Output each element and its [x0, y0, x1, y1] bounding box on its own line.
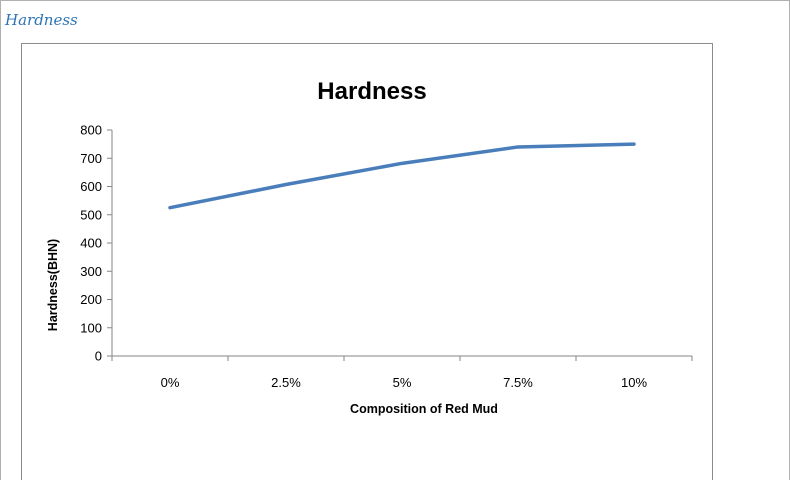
- y-axis-title: Hardness(BHN): [46, 239, 60, 331]
- y-tick-label: 400: [80, 236, 102, 251]
- chart-title: Hardness: [317, 78, 426, 105]
- x-tick-label: 5%: [393, 375, 412, 390]
- page-heading: Hardness: [5, 11, 78, 29]
- series-layer: [168, 142, 636, 210]
- y-tick-label: 800: [80, 123, 102, 138]
- x-tick-label: 10%: [621, 375, 647, 390]
- y-tick-label: 0: [95, 349, 102, 364]
- y-tick-label: 200: [80, 292, 102, 307]
- y-tick-label: 700: [80, 151, 102, 166]
- y-tick-label: 100: [80, 320, 102, 335]
- chart-frame: Hardness 0 100 200 300 400 500 600 700 800 0% 2.5%…: [21, 43, 713, 480]
- x-tick-label: 2.5%: [271, 375, 301, 390]
- series-line: [168, 142, 636, 210]
- y-tick-label: 500: [80, 207, 102, 222]
- hardness-chart: Hardness 0 100 200 300 400 500 600 700 800 0% 2.5%…: [46, 78, 693, 416]
- y-tick-label: 600: [80, 179, 102, 194]
- ticks-layer: 0 100 200 300 400 500 600 700 800 0% 2.5% 5% 7.5% 10%: [80, 123, 693, 390]
- y-tick-label: 300: [80, 264, 102, 279]
- x-tick-label: 7.5%: [503, 375, 533, 390]
- x-tick-label: 0%: [161, 375, 180, 390]
- x-axis-title: Composition of Red Mud: [350, 402, 498, 416]
